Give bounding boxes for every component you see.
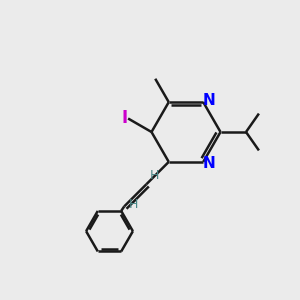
Text: H: H [129, 198, 139, 212]
Text: H: H [150, 169, 160, 182]
Text: I: I [122, 109, 128, 127]
Text: N: N [202, 156, 215, 171]
Text: N: N [202, 93, 215, 108]
